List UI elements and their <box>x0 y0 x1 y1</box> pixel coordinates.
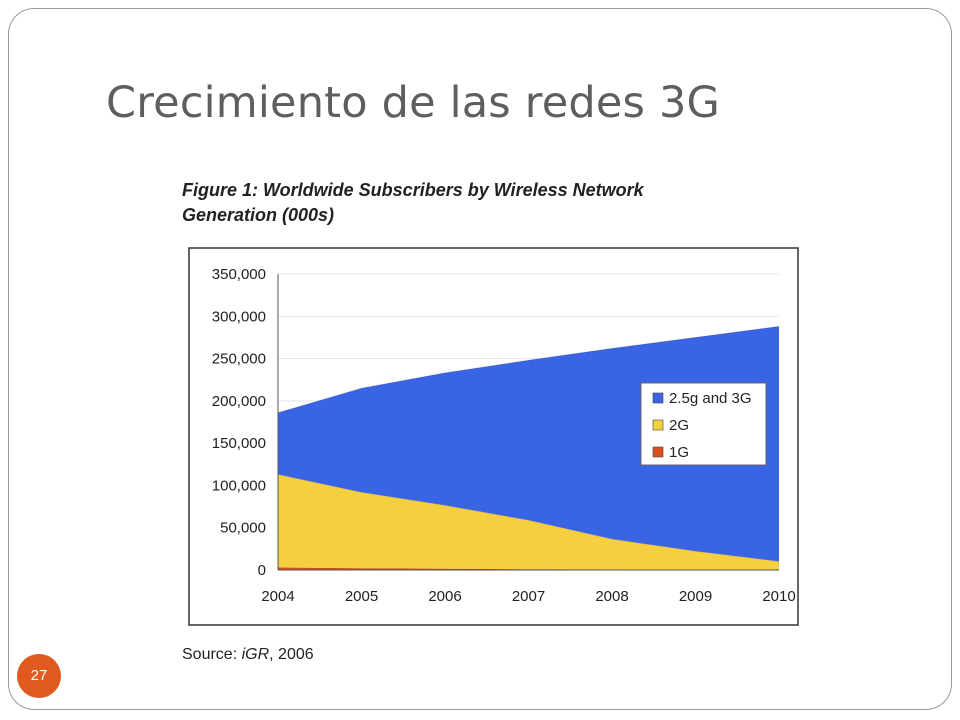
figure-caption-line-2: Generation (000s) <box>182 205 335 225</box>
series-edge <box>277 325 780 414</box>
page-number-badge: 27 <box>17 654 61 698</box>
x-tick-label: 2005 <box>345 588 378 605</box>
legend-label: 2G <box>669 417 689 434</box>
y-tick-label: 150,000 <box>212 435 266 452</box>
legend-swatch <box>652 446 664 458</box>
source-prefix: Source: <box>182 646 242 663</box>
y-tick-label: 350,000 <box>212 266 266 283</box>
y-tick-label: 0 <box>258 562 266 579</box>
slide-title: Crecimiento de las redes 3G <box>106 78 721 128</box>
legend-label: 1G <box>669 444 689 461</box>
y-tick-label: 250,000 <box>212 351 266 368</box>
y-tick-label: 300,000 <box>212 308 266 325</box>
legend-label: 2.5g and 3G <box>669 390 752 407</box>
y-tick-label: 50,000 <box>220 520 266 537</box>
figure-caption: Figure 1: Worldwide Subscribers by Wirel… <box>182 178 742 228</box>
axis-layer: 0 50,000 100,000 150,000 200,000 250,000 300,0… <box>212 266 796 605</box>
x-tick-label: 2006 <box>428 588 461 605</box>
legend-layer: 2.5g and 3G 2G 1G <box>640 382 767 466</box>
y-tick-label: 100,000 <box>212 477 266 494</box>
legend-swatch <box>652 392 664 404</box>
series-area-1g <box>278 567 779 570</box>
x-tick-label: 2008 <box>595 588 628 605</box>
x-tick-label: 2004 <box>261 588 294 605</box>
source-name: iGR <box>241 646 270 663</box>
figure-source: Source: iGR, 2006 <box>182 646 314 664</box>
x-tick-label: 2007 <box>512 588 545 605</box>
x-tick-label: 2010 <box>762 588 795 605</box>
x-tick-label: 2009 <box>679 588 712 605</box>
source-year: , 2006 <box>269 646 314 663</box>
figure-caption-line-1: Figure 1: Worldwide Subscribers by Wirel… <box>182 180 644 200</box>
legend-swatch <box>652 419 664 431</box>
series-area-2g <box>278 474 779 570</box>
y-tick-label: 200,000 <box>212 393 266 410</box>
